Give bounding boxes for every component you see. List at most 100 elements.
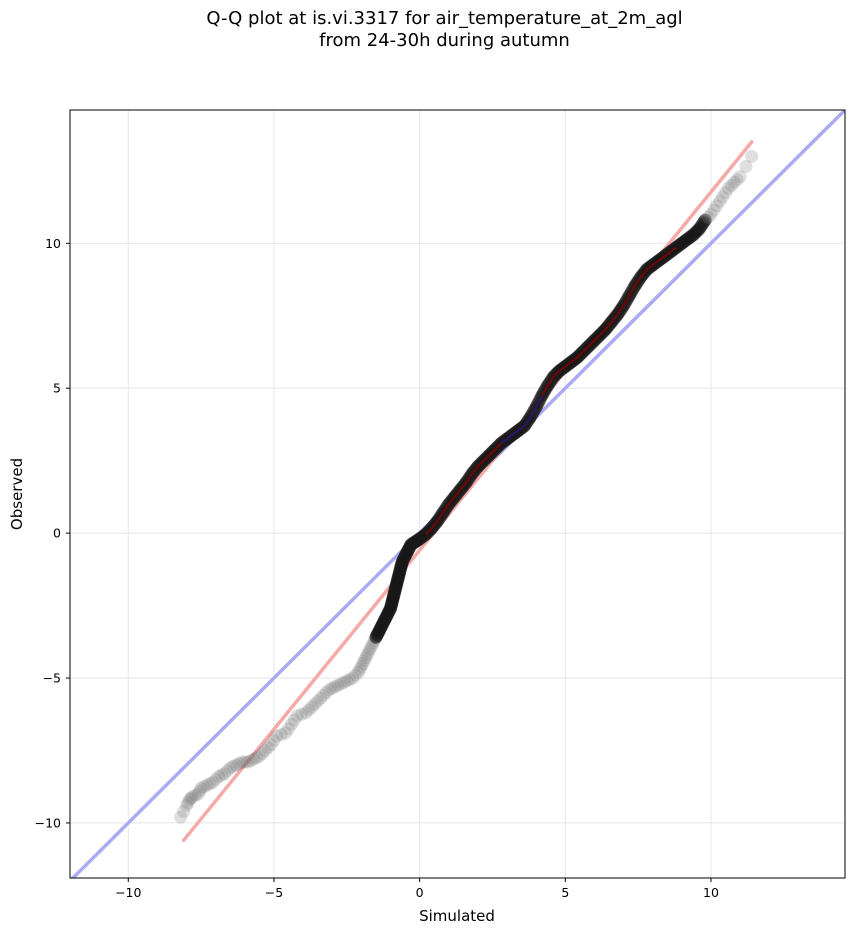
data-point [357, 654, 371, 668]
data-point [325, 681, 339, 695]
data-point [223, 761, 237, 775]
data-point [745, 149, 759, 163]
data-point [287, 713, 301, 727]
data-point [311, 694, 325, 708]
data-point [359, 651, 373, 665]
chart-subtitle: from 24-30h during autumn [319, 30, 570, 51]
data-point [343, 672, 357, 686]
data-point [356, 657, 370, 671]
data-point [721, 181, 735, 195]
x-tick-label: 5 [561, 885, 569, 900]
data-point [229, 758, 243, 772]
data-point [247, 752, 261, 766]
data-point [279, 726, 293, 740]
data-point [182, 793, 196, 807]
data-point [194, 781, 208, 795]
data-point [353, 662, 367, 676]
data-point [252, 749, 266, 763]
data-point [200, 778, 214, 792]
data-point [713, 194, 727, 208]
highlight-layer [424, 246, 677, 536]
data-point [255, 746, 269, 760]
x-tick-label: 0 [416, 885, 424, 900]
data-point [710, 199, 724, 213]
data-point [203, 777, 217, 791]
data-point [340, 674, 354, 688]
x-axis-label: Simulated [419, 907, 495, 925]
data-point [282, 722, 296, 736]
data-point [328, 680, 342, 694]
data-point [305, 700, 319, 714]
data-point [217, 767, 231, 781]
data-point [267, 733, 281, 747]
data-point [739, 160, 753, 174]
data-point [346, 671, 360, 685]
y-tick-label: −10 [35, 815, 61, 830]
data-point [261, 741, 275, 755]
data-point [698, 213, 712, 227]
y-axis-label: Observed [8, 458, 26, 530]
data-point [337, 675, 351, 689]
data-point [238, 755, 252, 769]
y-tick-label: −5 [43, 671, 61, 686]
data-point [206, 775, 220, 789]
data-point [308, 697, 322, 711]
data-point [197, 780, 211, 794]
data-point [319, 686, 333, 700]
y-axis-ticks: −10 −5 0 5 10 [35, 236, 70, 830]
data-point [264, 738, 278, 752]
data-point [188, 788, 202, 802]
data-point [177, 804, 191, 818]
data-point [193, 784, 207, 798]
data-point [701, 210, 715, 224]
data-point [226, 759, 240, 773]
data-point [724, 178, 738, 192]
data-point [349, 668, 363, 682]
data-point [212, 770, 226, 784]
data-point [362, 645, 376, 659]
data-point [316, 688, 330, 702]
data-point [730, 173, 744, 187]
x-tick-label: −10 [115, 885, 141, 900]
data-point [258, 743, 272, 757]
data-point [185, 790, 199, 804]
data-point [351, 665, 365, 679]
data-point [244, 754, 258, 768]
data-point [174, 810, 188, 824]
x-axis-ticks: −10 −5 0 5 10 [115, 878, 719, 900]
data-point [334, 677, 348, 691]
data-point [235, 755, 249, 769]
data-point [284, 717, 298, 731]
y-tick-label: 10 [45, 236, 61, 251]
data-point [270, 729, 284, 743]
y-tick-label: 5 [53, 381, 61, 396]
data-point [733, 170, 747, 184]
chart-title: Q-Q plot at is.vi.3317 for air_temperatu… [206, 8, 683, 29]
data-point [363, 642, 377, 656]
data-point [354, 659, 368, 673]
data-point [191, 787, 205, 801]
data-point [727, 175, 741, 189]
data-point [704, 207, 718, 221]
data-point [716, 190, 730, 204]
data-point [302, 703, 316, 717]
data-point [322, 683, 336, 697]
quantile-highlight-segment [500, 395, 543, 445]
data-point [707, 203, 721, 217]
data-point [220, 764, 234, 778]
data-point [295, 707, 309, 721]
x-tick-label: −5 [265, 885, 283, 900]
data-point [232, 757, 246, 771]
data-point [719, 186, 733, 200]
data-point [299, 706, 313, 720]
data-point [360, 648, 374, 662]
data-point [181, 796, 195, 810]
grid [70, 110, 845, 878]
data-point [331, 678, 345, 692]
data-point [314, 691, 328, 705]
data-point [249, 751, 263, 765]
quantile-highlight-segment [424, 246, 677, 536]
data-point [274, 728, 288, 742]
data-point [241, 755, 255, 769]
